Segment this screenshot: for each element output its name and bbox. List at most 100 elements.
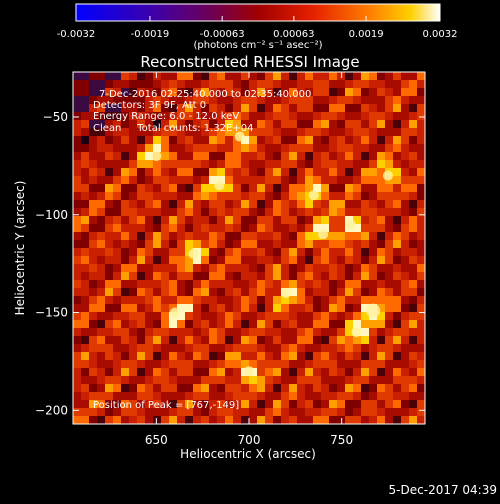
heatmap-cell bbox=[105, 144, 113, 152]
heatmap-cell bbox=[257, 280, 265, 288]
heatmap-cell bbox=[401, 224, 409, 232]
heatmap-cell bbox=[153, 128, 161, 136]
heatmap-cell bbox=[169, 376, 177, 384]
heatmap-cell bbox=[249, 392, 257, 400]
heatmap-cell bbox=[385, 352, 393, 360]
heatmap-cell bbox=[113, 208, 121, 216]
heatmap-cell bbox=[377, 120, 385, 128]
heatmap-cell bbox=[145, 144, 153, 152]
heatmap-cell bbox=[81, 80, 89, 88]
heatmap-cell bbox=[361, 96, 369, 104]
heatmap-cell bbox=[305, 232, 313, 240]
heatmap-cell bbox=[257, 336, 265, 344]
heatmap-cell bbox=[233, 296, 241, 304]
heatmap-cell bbox=[97, 256, 105, 264]
heatmap-cell bbox=[369, 352, 377, 360]
heatmap-cell bbox=[217, 128, 225, 136]
heatmap-cell bbox=[97, 144, 105, 152]
heatmap-cell bbox=[81, 224, 89, 232]
heatmap-cell bbox=[273, 344, 281, 352]
heatmap-cell bbox=[97, 336, 105, 344]
heatmap-cell bbox=[361, 224, 369, 232]
heatmap-cell bbox=[137, 120, 145, 128]
heatmap-cell bbox=[273, 168, 281, 176]
heatmap-cell bbox=[257, 176, 265, 184]
heatmap-cell bbox=[121, 136, 129, 144]
heatmap-cell bbox=[321, 184, 329, 192]
heatmap-cell bbox=[321, 168, 329, 176]
heatmap-cell bbox=[89, 408, 97, 416]
heatmap-cell bbox=[177, 360, 185, 368]
heatmap-cell bbox=[305, 256, 313, 264]
heatmap-cell bbox=[217, 400, 225, 408]
heatmap-cell bbox=[145, 168, 153, 176]
heatmap-cell bbox=[161, 80, 169, 88]
heatmap-cell bbox=[105, 256, 113, 264]
heatmap-cell bbox=[177, 328, 185, 336]
heatmap-cell bbox=[305, 160, 313, 168]
heatmap-cell bbox=[417, 144, 425, 152]
heatmap-cell bbox=[185, 96, 193, 104]
heatmap-cell bbox=[369, 416, 377, 424]
heatmap-cell bbox=[209, 392, 217, 400]
heatmap-cell bbox=[137, 224, 145, 232]
heatmap-cell bbox=[353, 320, 361, 328]
heatmap-cell bbox=[257, 344, 265, 352]
heatmap-cell bbox=[281, 144, 289, 152]
heatmap-cell bbox=[121, 168, 129, 176]
heatmap-cell bbox=[329, 120, 337, 128]
heatmap-cell bbox=[369, 296, 377, 304]
heatmap-cell bbox=[337, 352, 345, 360]
heatmap-cell bbox=[233, 192, 241, 200]
heatmap-cell bbox=[393, 208, 401, 216]
heatmap-cell bbox=[241, 312, 249, 320]
heatmap-cell bbox=[185, 216, 193, 224]
heatmap-cell bbox=[105, 96, 113, 104]
heatmap-cell bbox=[137, 176, 145, 184]
heatmap-cell bbox=[105, 128, 113, 136]
heatmap-cell bbox=[249, 200, 257, 208]
heatmap-cell bbox=[81, 384, 89, 392]
heatmap-cell bbox=[353, 72, 361, 80]
heatmap-cell bbox=[73, 96, 81, 104]
heatmap-cell bbox=[113, 312, 121, 320]
heatmap-cell bbox=[385, 256, 393, 264]
heatmap-cell bbox=[353, 376, 361, 384]
heatmap-cell bbox=[297, 120, 305, 128]
heatmap-cell bbox=[105, 72, 113, 80]
heatmap-cell bbox=[89, 200, 97, 208]
heatmap-cell bbox=[209, 72, 217, 80]
heatmap-cell bbox=[105, 80, 113, 88]
heatmap-cell bbox=[153, 144, 161, 152]
heatmap-cell bbox=[161, 312, 169, 320]
heatmap-cell bbox=[249, 416, 257, 424]
heatmap-cell bbox=[225, 360, 233, 368]
heatmap-cell bbox=[313, 328, 321, 336]
heatmap-cell bbox=[273, 408, 281, 416]
heatmap-cell bbox=[137, 168, 145, 176]
heatmap-cell bbox=[321, 200, 329, 208]
heatmap-cell bbox=[409, 416, 417, 424]
heatmap-cell bbox=[401, 184, 409, 192]
heatmap-cell bbox=[401, 264, 409, 272]
heatmap-cell bbox=[89, 120, 97, 128]
heatmap-cell bbox=[81, 96, 89, 104]
heatmap-cell bbox=[233, 360, 241, 368]
heatmap-cell bbox=[193, 336, 201, 344]
heatmap-cell bbox=[401, 104, 409, 112]
heatmap-cell bbox=[121, 392, 129, 400]
heatmap-cell bbox=[417, 104, 425, 112]
heatmap-cell bbox=[257, 192, 265, 200]
heatmap-cell bbox=[273, 296, 281, 304]
heatmap-cell bbox=[217, 256, 225, 264]
heatmap-cell bbox=[249, 192, 257, 200]
heatmap-cell bbox=[361, 360, 369, 368]
heatmap-cell bbox=[257, 104, 265, 112]
heatmap-cell bbox=[361, 168, 369, 176]
heatmap-cell bbox=[201, 136, 209, 144]
heatmap-cell bbox=[249, 360, 257, 368]
heatmap-cell bbox=[113, 368, 121, 376]
heatmap-cell bbox=[81, 320, 89, 328]
heatmap-cell bbox=[329, 312, 337, 320]
heatmap-cell bbox=[321, 376, 329, 384]
